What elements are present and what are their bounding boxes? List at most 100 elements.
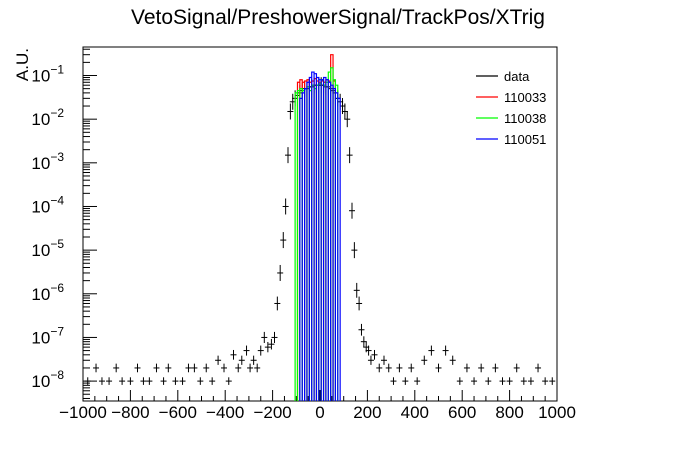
data-point (506, 377, 513, 385)
data-point (84, 377, 91, 385)
y-tick-label: 10−2 (31, 106, 64, 129)
data-point (127, 377, 134, 385)
x-tick-label: −800 (111, 403, 149, 422)
data-point (365, 345, 372, 356)
data-point (215, 355, 222, 365)
data-point (456, 377, 463, 385)
x-tick-label: −600 (159, 403, 197, 422)
data-point (499, 377, 506, 385)
data-point (287, 103, 294, 120)
data-point (257, 345, 264, 356)
data-point (191, 363, 198, 373)
data-point (203, 363, 210, 373)
legend-label: data (504, 69, 530, 84)
plot-frame (82, 46, 558, 402)
data-point (134, 363, 141, 373)
y-tick-label: 10−1 (31, 63, 64, 86)
y-tick-label: 10−7 (31, 324, 64, 347)
data-point (353, 282, 360, 298)
data-point (346, 147, 353, 164)
data-point (225, 377, 232, 385)
data-point (371, 349, 378, 360)
x-tick-label: 1000 (538, 403, 576, 422)
data-point (106, 377, 113, 385)
series-110051-histogram (299, 71, 341, 401)
data-point (435, 363, 442, 373)
legend: data 110033 110038 110051 (476, 69, 546, 147)
legend-label: 110051 (504, 132, 546, 147)
data-point (513, 363, 520, 373)
data-point (230, 349, 237, 360)
data-point (254, 363, 261, 373)
data-point (268, 338, 275, 350)
data-point (367, 355, 374, 365)
y-tick-label: 10−5 (31, 237, 64, 260)
y-axis-label: A.U. (13, 48, 32, 81)
data-point (527, 377, 534, 385)
data-point (485, 377, 492, 385)
data-point (542, 377, 549, 385)
data-point (197, 377, 204, 385)
data-point (221, 363, 228, 373)
y-axis: 10−8 10−7 10−6 10−5 10−4 10−3 10−2 10−1 (31, 48, 97, 399)
data-point (209, 377, 216, 385)
data-point (463, 363, 470, 373)
legend-label: 110038 (504, 111, 546, 126)
chart-title: VetoSignal/PreshowerSignal/TrackPos/XTri… (131, 6, 545, 29)
data-point (520, 377, 527, 385)
data-point (264, 341, 271, 353)
y-tick-label: 10−8 (31, 368, 64, 391)
x-tick-label: 600 (448, 403, 476, 422)
data-point (408, 363, 415, 373)
data-point (402, 377, 409, 385)
data-point (390, 377, 397, 385)
data-point (385, 363, 392, 373)
data-point (185, 363, 192, 373)
y-tick-label: 10−6 (31, 281, 64, 304)
data-point (492, 363, 499, 373)
x-tick-label: 200 (353, 403, 381, 422)
x-axis: −1000 −800 −600 −400 −200 0 200 400 600 800 1000 (59, 390, 576, 422)
x-tick-label: −200 (253, 403, 291, 422)
data-point (271, 331, 278, 343)
data-point (535, 363, 542, 373)
data-point (146, 377, 153, 385)
data-point (93, 363, 100, 373)
data-point (179, 377, 186, 385)
data-point (247, 363, 254, 373)
legend-item: 110038 (476, 111, 546, 126)
data-point (348, 202, 355, 219)
data-point (250, 355, 257, 365)
data-point (160, 377, 167, 385)
data-point (277, 264, 284, 281)
data-point (113, 363, 120, 373)
data-point (153, 363, 160, 373)
legend-label: 110033 (504, 90, 546, 105)
data-point (285, 147, 292, 164)
data-point (274, 296, 281, 311)
x-tick-label: 800 (495, 403, 523, 422)
legend-item: data (476, 69, 530, 84)
y-tick-label: 10−3 (31, 150, 64, 173)
data-point (428, 345, 435, 356)
data-point (119, 377, 126, 385)
y-tick-label: 10−4 (31, 193, 64, 216)
data-point (414, 377, 421, 385)
data-point (478, 363, 485, 373)
x-tick-label: −400 (206, 403, 244, 422)
legend-item: 110033 (476, 90, 546, 105)
data-point (261, 331, 268, 343)
legend-item: 110051 (476, 132, 546, 147)
data-point (396, 363, 403, 373)
data-point (356, 296, 363, 311)
series-layer (84, 54, 556, 401)
x-tick-label: 0 (315, 403, 324, 422)
x-tick-label: −1000 (59, 403, 107, 422)
data-point (380, 355, 387, 365)
data-point (238, 355, 245, 365)
data-point (165, 363, 172, 373)
x-tick-label: 400 (401, 403, 429, 422)
data-point (344, 111, 351, 128)
data-point (243, 345, 250, 356)
